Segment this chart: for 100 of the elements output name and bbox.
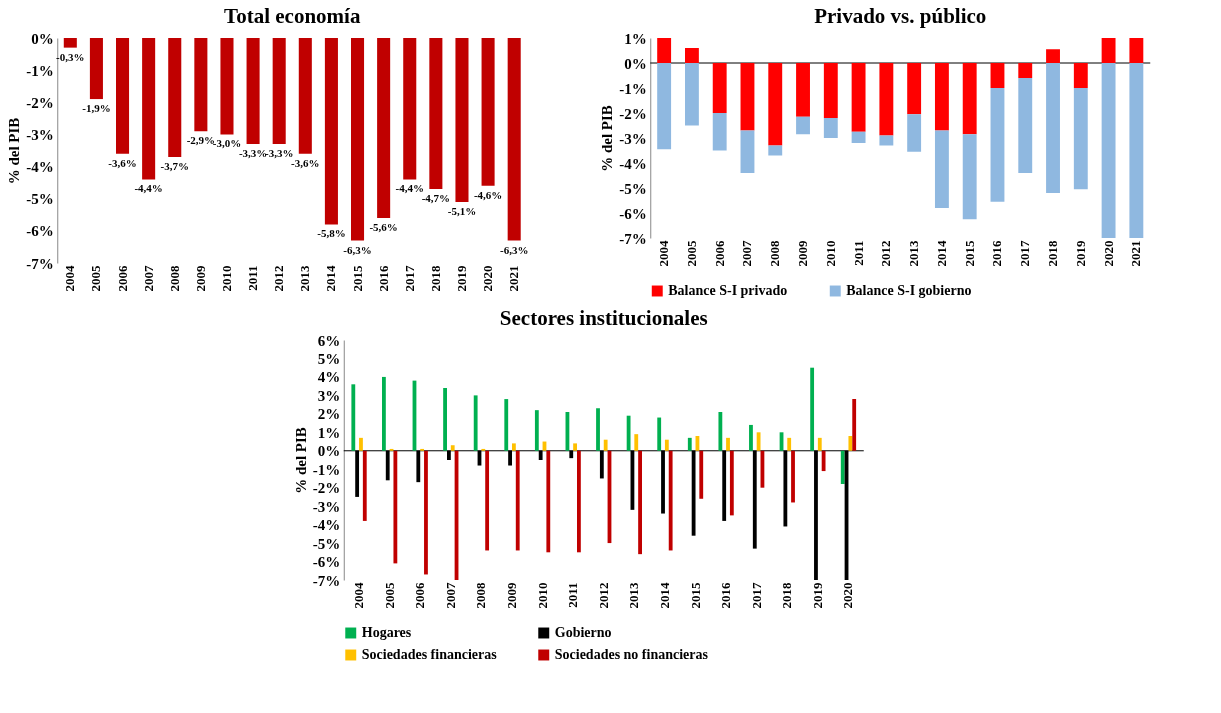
y-tick-label: -3% [619, 130, 647, 147]
bar [907, 63, 922, 115]
x-tick-label: 2005 [381, 582, 397, 609]
x-tick-label: 2009 [503, 582, 519, 609]
bar [990, 63, 1005, 88]
bar [485, 450, 490, 551]
bar [684, 63, 699, 126]
data-label: -0,3% [56, 50, 85, 63]
x-tick-label: 2004 [62, 265, 78, 292]
y-tick-label: -7% [312, 572, 341, 589]
bar [1018, 78, 1033, 173]
data-label: -6,3% [499, 243, 529, 256]
x-tick-label: 2008 [473, 582, 489, 609]
chart-title: Privado vs. público [814, 4, 987, 28]
x-tick-label: 2012 [595, 582, 611, 609]
bar [1101, 63, 1116, 238]
data-label: -3,7% [160, 159, 189, 172]
legend-label: Sociedades financieras [361, 647, 498, 662]
x-tick-label: 2020 [840, 582, 856, 609]
bar [603, 439, 608, 451]
bar [791, 450, 795, 503]
bar [821, 450, 826, 472]
y-tick-label: 0% [31, 30, 54, 47]
x-tick-label: 2013 [297, 265, 313, 292]
bar [1129, 38, 1144, 63]
y-tick-label: 1% [624, 30, 647, 47]
x-tick-label: 2019 [1072, 240, 1088, 267]
data-label: -3,3% [238, 147, 268, 160]
bar [740, 63, 755, 131]
bar [848, 436, 853, 451]
data-label: -3,6% [291, 156, 320, 169]
x-tick-label: 2020 [1100, 240, 1116, 267]
bar [712, 63, 727, 113]
y-tick-label: -6% [312, 554, 341, 571]
x-tick-label: 2014 [656, 582, 672, 609]
x-tick-label: 2004 [656, 240, 672, 267]
bar [796, 63, 810, 117]
data-label: -4,7% [421, 192, 451, 205]
y-tick-label: -3% [26, 126, 54, 143]
bar [756, 432, 761, 451]
bar [1046, 49, 1060, 63]
x-tick-label: 2017 [1017, 240, 1033, 267]
x-tick-label: 2007 [739, 240, 755, 267]
x-tick-label: 2007 [442, 582, 458, 609]
y-tick-label: -4% [312, 517, 341, 534]
bar [664, 439, 669, 451]
bar [351, 384, 356, 451]
y-tick-label: -2% [619, 105, 647, 122]
bar [699, 450, 704, 499]
data-label: -5,8% [317, 227, 346, 240]
x-tick-label: 2016 [718, 582, 734, 609]
x-tick-label: 2014 [933, 240, 949, 267]
x-tick-label: 2017 [748, 582, 764, 609]
legend-label: Sociedades no financieras [554, 647, 709, 662]
data-label: -4,4% [134, 182, 163, 195]
x-tick-label: 2015 [961, 240, 977, 267]
bar [796, 116, 810, 135]
bar [740, 130, 755, 173]
bar [381, 376, 386, 451]
legend-label: Hogares [361, 625, 412, 640]
x-tick-label: 2010 [218, 265, 234, 292]
y-tick-label: -3% [312, 498, 341, 515]
bar [515, 450, 520, 551]
bar [768, 63, 783, 146]
x-tick-label: 2021 [506, 265, 522, 292]
y-tick-label: 4% [317, 369, 341, 386]
x-tick-label: 2019 [809, 582, 825, 609]
data-label: -5,6% [369, 221, 398, 233]
y-tick-label: 0% [317, 443, 341, 460]
x-tick-label: 2016 [989, 240, 1005, 267]
bar [817, 437, 822, 451]
bar [879, 135, 894, 146]
y-tick-label: -5% [312, 535, 341, 552]
bar [546, 450, 551, 553]
bar [879, 63, 894, 136]
bar [852, 399, 857, 451]
x-tick-label: 2018 [427, 265, 443, 292]
y-tick-label: -4% [619, 155, 647, 172]
x-tick-label: 2012 [271, 265, 287, 292]
bar [1073, 88, 1088, 190]
legend-label: Gobierno [554, 625, 612, 640]
bar [907, 114, 922, 152]
data-label: -3,6% [108, 156, 137, 169]
bar [511, 443, 516, 451]
bar [638, 450, 642, 555]
x-tick-label: 2005 [88, 265, 104, 292]
bar [450, 445, 455, 451]
bar [934, 130, 949, 208]
x-tick-label: 2011 [565, 582, 581, 608]
y-tick-label: 3% [317, 387, 341, 404]
chart-title: Total economía [224, 4, 361, 28]
bar [840, 450, 845, 484]
data-label: -1,9% [82, 102, 111, 115]
x-tick-label: 2005 [683, 240, 699, 267]
bar [424, 450, 428, 575]
bar [712, 113, 727, 151]
y-tick-label: 6% [317, 332, 341, 349]
bar [962, 63, 977, 135]
bar [473, 395, 478, 451]
bar [810, 367, 815, 451]
